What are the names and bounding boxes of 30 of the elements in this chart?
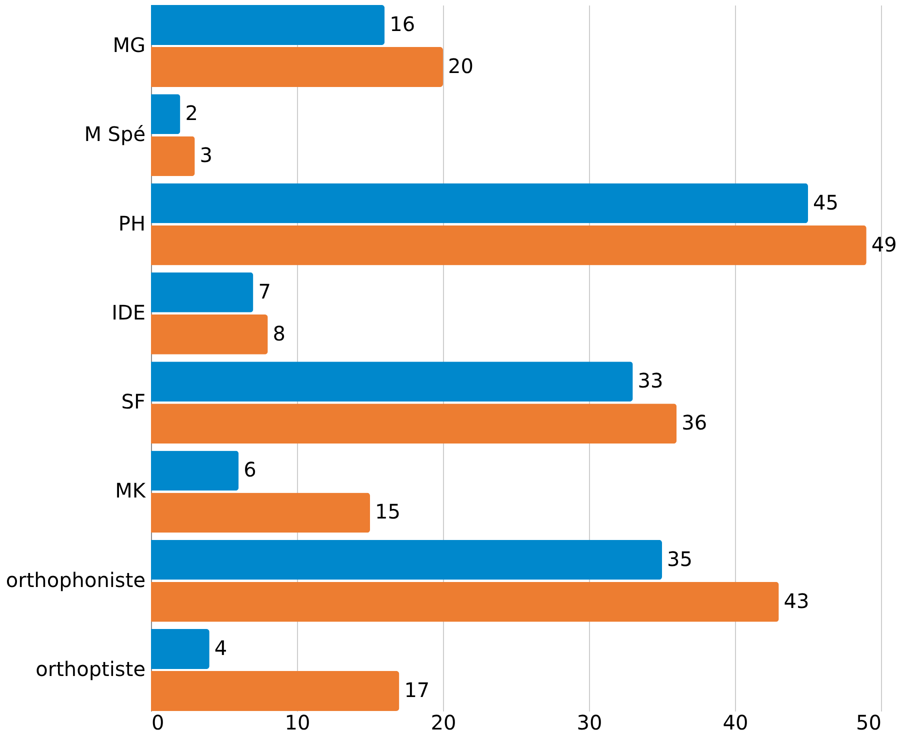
x-tick-label: 10: [284, 710, 310, 734]
data-label: 3: [200, 143, 213, 168]
data-label: 33: [638, 368, 664, 393]
x-tick-label: 30: [576, 710, 602, 734]
data-label: 49: [871, 232, 897, 256]
x-tick-label: 20: [430, 710, 456, 734]
data-label: 20: [448, 54, 474, 78]
y-tick-label: MG: [112, 33, 146, 58]
data-label: 35: [667, 546, 692, 571]
data-label: 4: [214, 636, 228, 660]
x-tick-label: 40: [722, 710, 748, 734]
data-label: 15: [375, 500, 400, 524]
y-tick-label: SF: [121, 390, 146, 414]
data-label: 16: [390, 12, 416, 36]
data-label: 17: [404, 678, 430, 702]
y-tick-label: orthoptiste: [36, 656, 146, 681]
y-tick-label: PH: [118, 211, 146, 236]
y-tick-label: orthophoniste: [6, 568, 146, 592]
x-tick-label: 50: [856, 710, 882, 734]
data-label: 36: [682, 410, 708, 435]
y-tick-label: MK: [115, 478, 146, 503]
data-label: 43: [784, 588, 810, 613]
data-label: 7: [258, 279, 271, 304]
data-label: 2: [185, 101, 198, 126]
data-label: 8: [272, 321, 286, 346]
x-tick-label: 0: [152, 710, 164, 734]
data-label: 6: [244, 458, 256, 482]
y-tick-label: IDE: [112, 300, 146, 324]
data-label: 45: [813, 190, 838, 214]
y-tick-label: M Spé: [84, 122, 146, 146]
